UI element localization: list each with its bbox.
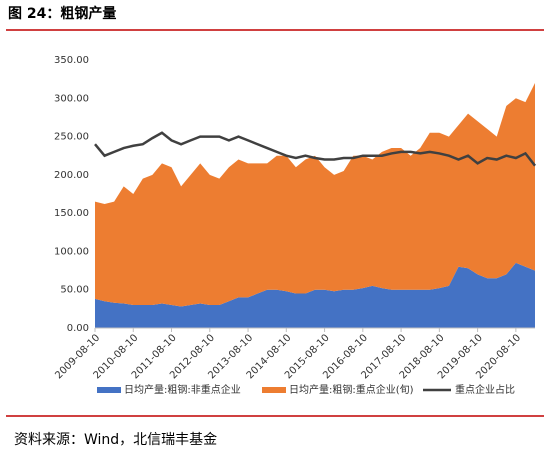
line [94, 131, 536, 167]
legend-label: 日均产量:粗钢:重点企业(旬) [289, 383, 414, 396]
area [95, 262, 535, 328]
y-tick-label: 150.00 [54, 208, 89, 219]
y-tick-label: 300.00 [54, 93, 89, 104]
legend-swatch [97, 387, 121, 393]
legend-label: 日均产量:粗钢:非重点企业 [124, 383, 241, 396]
y-tick-label: 50.00 [60, 285, 89, 296]
chart-title: 图 24：粗钢产量 [8, 5, 116, 22]
y-tick-label: 350.00 [54, 55, 89, 66]
y-tick-label: 200.00 [54, 170, 89, 181]
y-tick-label: 100.00 [54, 246, 89, 257]
y-tick-label: 250.00 [54, 132, 89, 143]
area [95, 82, 535, 307]
legend-label: 重点企业占比 [455, 383, 515, 396]
legend-swatch [262, 387, 286, 393]
source-note: 资料来源：Wind，北信瑞丰基金 [14, 431, 217, 448]
y-tick-label: 0.00 [67, 323, 89, 334]
